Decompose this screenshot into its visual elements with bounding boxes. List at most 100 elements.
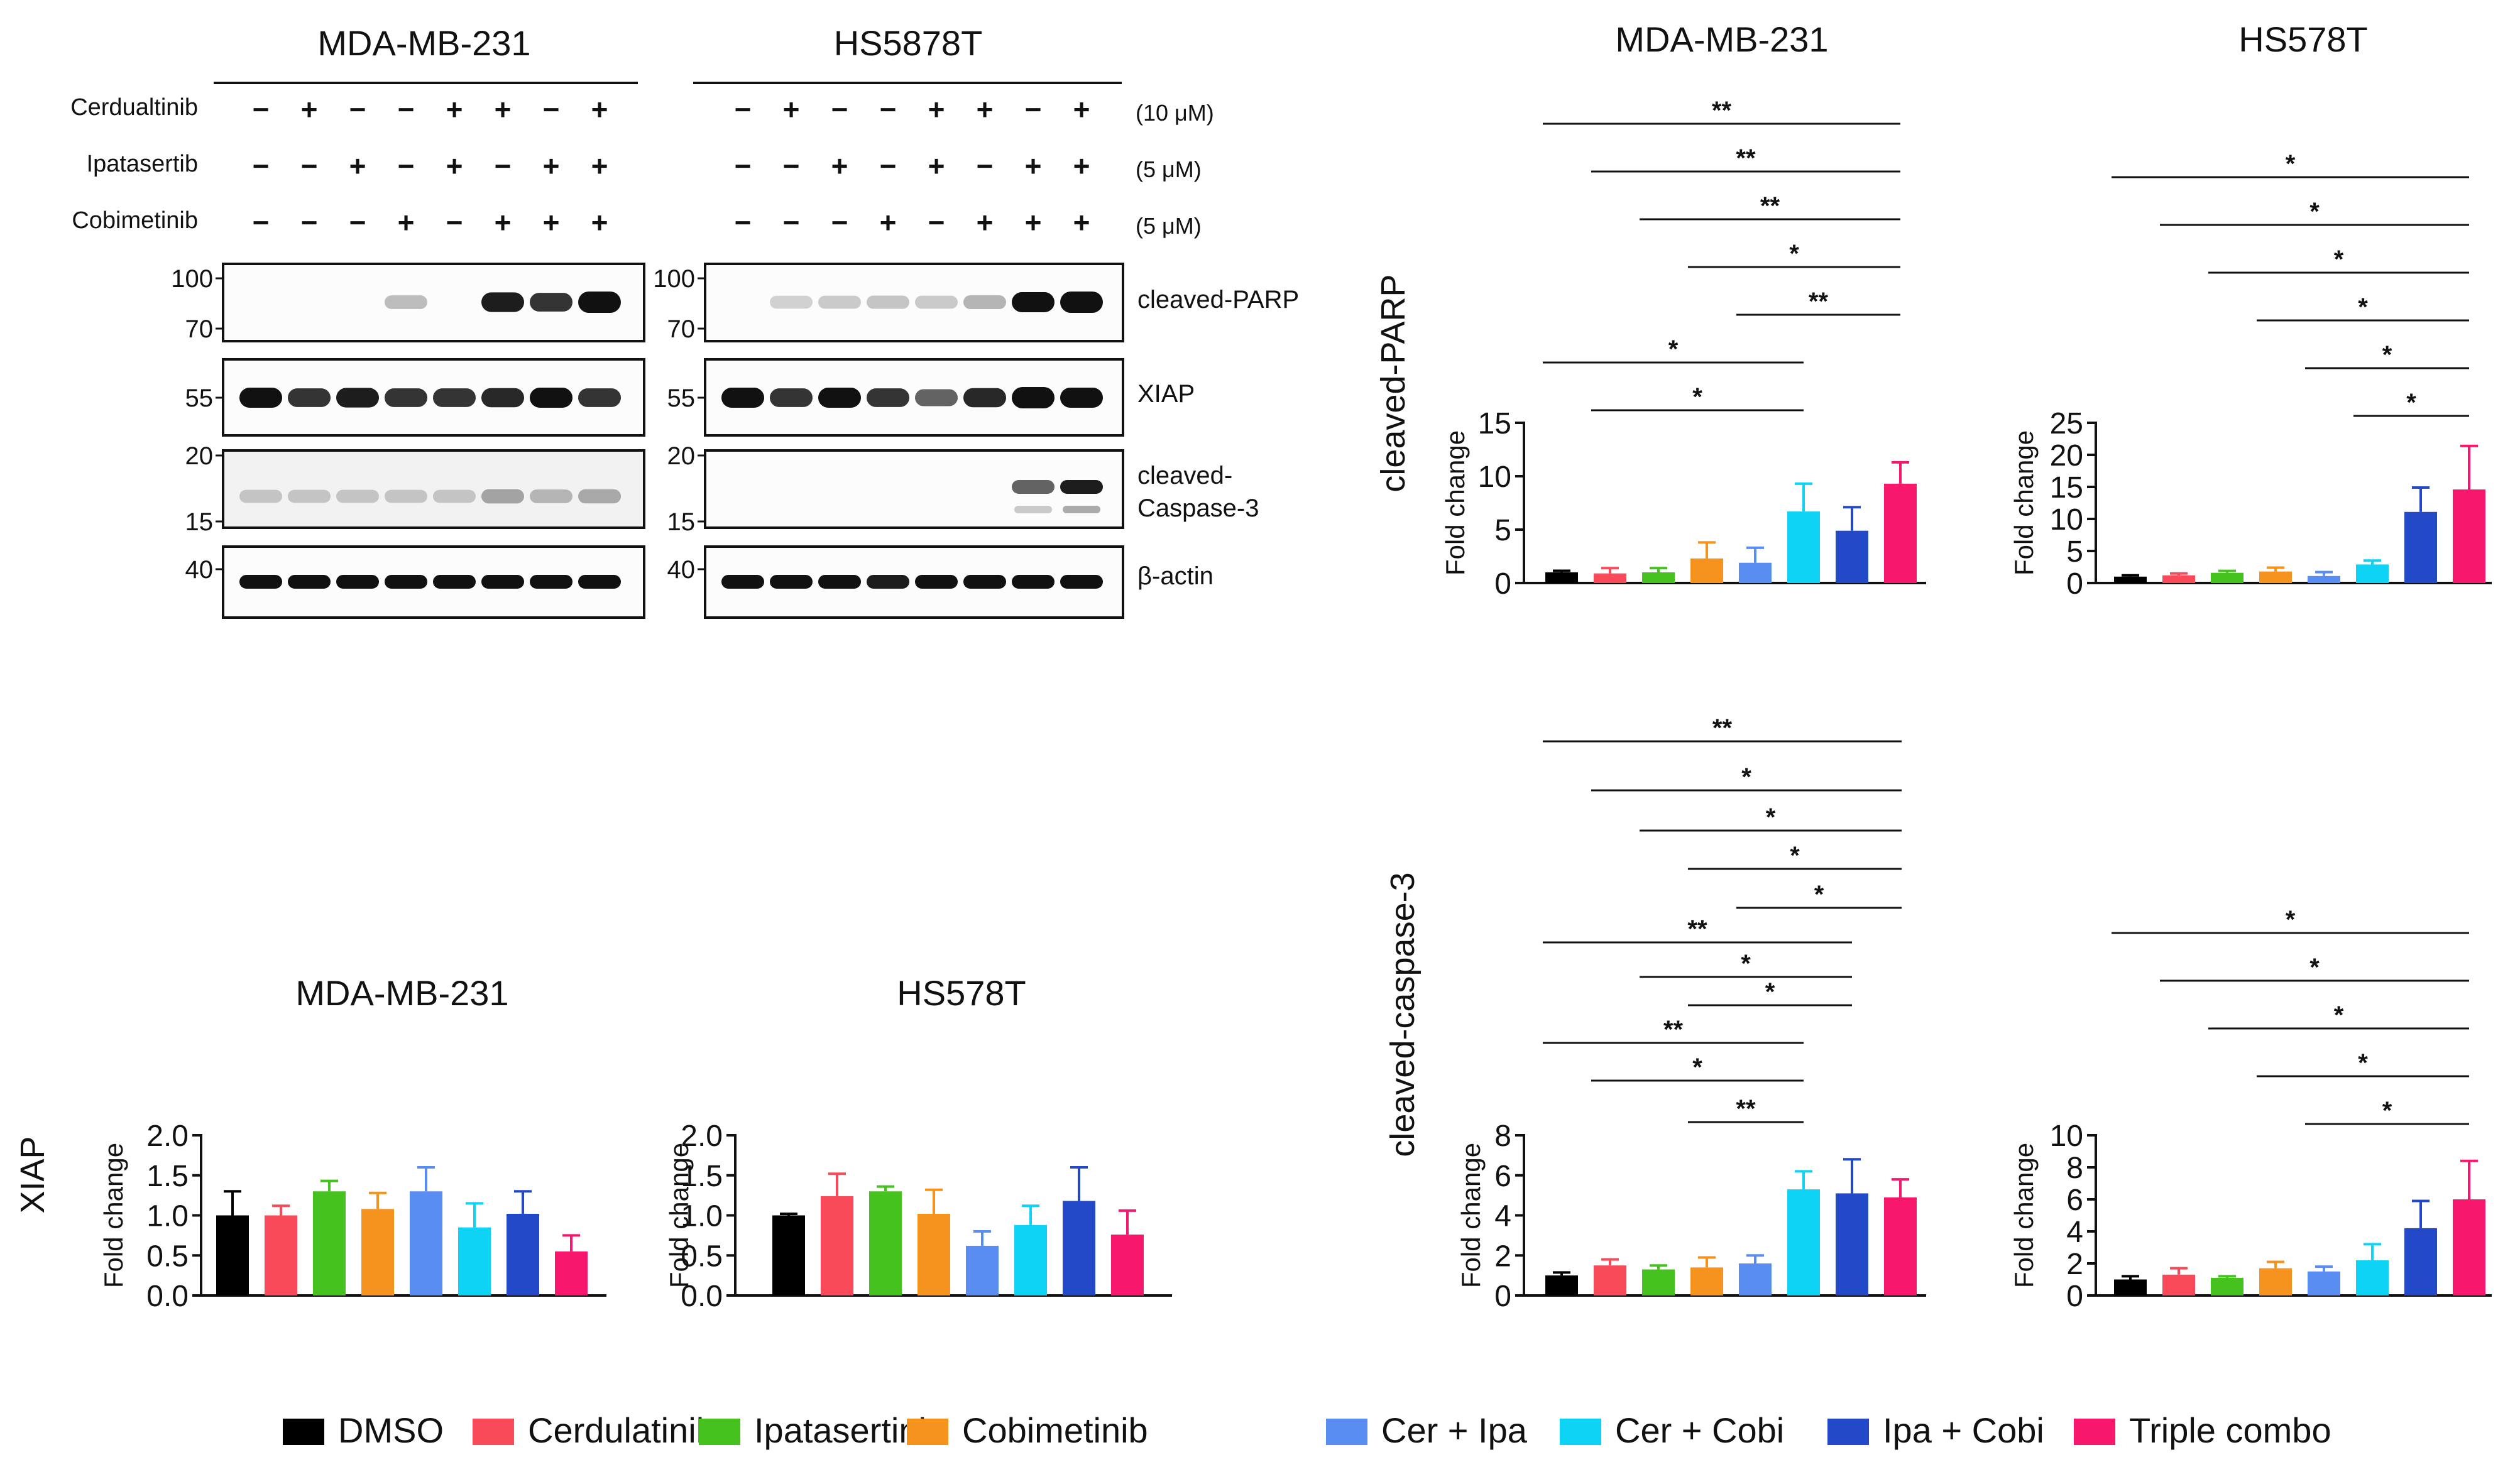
treatment-sign: + [977,93,994,126]
blot-band [336,489,379,503]
y-axis-label: Fold change [99,1143,128,1288]
blot-strip-actin: 40 [667,545,1124,619]
bar [1739,562,1772,583]
bar [216,1215,249,1295]
blot-band [578,292,621,313]
significance-label: * [2382,1097,2392,1125]
blot-band [1012,480,1055,494]
bar [1014,1224,1047,1295]
bar [1836,530,1868,583]
bar [1642,572,1675,583]
band-label: cleaved-PARP [1137,286,1299,314]
significance-label: * [2334,1001,2344,1029]
bar [410,1191,442,1295]
treatment-sign: − [253,150,270,182]
legend: DMSO Cerdulatinib Ipatasertinb Cobimetinib C… [283,1410,2331,1450]
significance-label: * [2406,389,2416,417]
y-tick-label: 1.0 [681,1200,723,1233]
treatment-sign: + [1073,206,1090,239]
mw-marker-label: 15 [667,508,696,536]
legend-label: Cer + Ipa [1381,1410,1528,1450]
blot-band [530,293,572,312]
mw-marker-label: 20 [667,442,696,470]
treatment-sign: − [831,93,848,126]
blot-band [818,575,861,589]
bar [2308,1271,2340,1295]
significance-label: ** [1712,97,1732,124]
y-tick-label: 25 [2050,407,2083,440]
treatment-sign: − [735,150,752,182]
treatment-name: Cerdualtinib [70,94,198,121]
blot-band [915,295,958,309]
treatment-sign: + [349,150,366,182]
bar [265,1215,297,1295]
legend-swatch [1326,1419,1367,1445]
legend-label: Cerdulatinib [528,1410,716,1450]
significance-label: * [1741,763,1751,791]
y-tick-label: 2.0 [146,1120,189,1153]
bar [2453,1199,2485,1295]
blot-band [963,575,1006,589]
blot-band [867,295,909,309]
treatment-sign: − [253,206,270,239]
blot-strip-parp: 100 70 [653,263,1124,343]
chart-title: MDA-MB-231 [1615,19,1828,59]
bar [1836,1193,1868,1295]
significance-label: ** [1736,1095,1756,1123]
y-tick-label: 0.0 [146,1280,189,1313]
y-tick-label: 20 [2050,439,2083,472]
blot-header-cell-line: MDA-MB-231 [317,23,530,63]
y-tick-label: 10 [1478,461,1511,494]
y-tick-label: 0.5 [146,1240,189,1273]
significance-label: * [2358,1049,2368,1077]
y-tick-label: 8 [1494,1120,1511,1153]
blot-band-lower [1063,506,1100,513]
blot-band [385,489,427,503]
legend-swatch [1827,1419,1869,1445]
legend-label: Cer + Cobi [1615,1410,1784,1450]
chart-title: HS578T [897,973,1026,1013]
significance-label: * [1814,881,1824,908]
y-axis-label: Fold change [1456,1143,1486,1288]
y-tick-label: 10 [2050,1120,2083,1153]
bar [2259,571,2292,583]
treatment-sign: − [495,150,512,182]
bar [2162,1274,2195,1295]
treatment-sign: + [783,93,800,126]
y-tick-label: 0 [2066,567,2083,601]
y-tick-label: 6 [2066,1184,2083,1217]
blot-band [818,388,861,408]
blot-band [288,388,331,407]
blot-band [336,388,379,408]
mw-marker-label: 70 [667,315,696,343]
blot-band [867,388,909,407]
y-tick-label: 4 [1494,1200,1511,1233]
treatment-sign: + [543,206,560,239]
blot-band [963,295,1006,310]
blot-band [721,575,764,589]
blot-strip-frame [222,449,645,529]
bar [2356,564,2389,583]
treatment-sign: + [977,206,994,239]
treatment-sign: − [398,93,415,126]
blot-strip-xiap: 55 [667,358,1124,437]
significance-label: * [2334,246,2344,273]
y-axis-label: Fold change [1440,430,1470,575]
significance-label: * [1692,1054,1702,1081]
mw-marker-label: 20 [185,442,214,470]
blot-band [578,575,621,589]
blot-band [385,575,427,589]
treatment-name: Ipatasertib [87,151,198,177]
y-axis-label: Fold change [2009,1143,2039,1288]
significance-label: * [1766,804,1776,831]
band-label: cleaved- [1137,462,1232,489]
y-tick-label: 0 [1494,1280,1511,1313]
y-tick-label: 6 [1494,1160,1511,1193]
mw-marker-label: 15 [185,508,214,536]
blot-band [530,388,572,408]
blot-band [770,388,813,407]
bar [2453,489,2485,583]
